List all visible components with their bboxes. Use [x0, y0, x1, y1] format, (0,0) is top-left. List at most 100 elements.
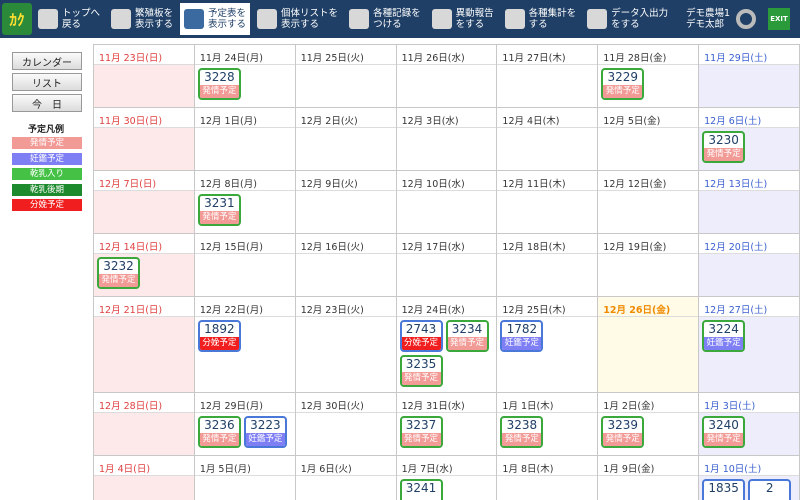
day-cell[interactable]: 12月 27日(土) 3224 妊鑑予定: [699, 297, 800, 392]
day-cell[interactable]: 12月 23日(火): [295, 297, 397, 392]
event[interactable]: 1782 妊鑑予定: [500, 320, 544, 352]
day-cell[interactable]: 11月 25日(火): [295, 45, 397, 107]
event[interactable]: 3229 発情予定: [601, 68, 645, 100]
day-cell[interactable]: 12月 17日(水): [396, 234, 498, 296]
event-list: [497, 128, 597, 133]
event[interactable]: 3228 発情予定: [197, 68, 241, 100]
event-id: 3240: [708, 418, 739, 432]
day-date: 12月 15日(月): [194, 234, 295, 254]
day-cell[interactable]: 1月 5日(月): [194, 456, 296, 500]
event[interactable]: 3224 妊鑑予定: [702, 320, 746, 352]
event[interactable]: 1892 分娩予定: [197, 320, 241, 352]
day-cell[interactable]: 11月 26日(水): [396, 45, 498, 107]
day-cell[interactable]: 12月 13日(土): [699, 171, 800, 233]
event[interactable]: 3240 発情予定: [702, 416, 746, 448]
day-cell[interactable]: 12月 5日(金): [598, 108, 700, 170]
day-date: 12月 28日(日): [94, 393, 194, 413]
event[interactable]: 2: [748, 479, 792, 500]
text-line: トップへ: [62, 8, 101, 19]
day-cell[interactable]: 12月 12日(金): [598, 171, 700, 233]
toolbar-button[interactable]: 異動報告 をする: [428, 3, 498, 35]
day-cell[interactable]: 12月 22日(月) 1892 分娩予定: [194, 297, 296, 392]
text-line: 繁殖板を: [135, 8, 174, 19]
event[interactable]: 3230 発情予定: [702, 131, 746, 163]
event-list: [497, 65, 597, 70]
day-cell[interactable]: 12月 8日(月) 3231 発情予定: [194, 171, 296, 233]
event[interactable]: 3235 発情予定: [399, 355, 443, 387]
view-button[interactable]: リスト: [12, 73, 82, 91]
event-list: [94, 191, 194, 196]
event[interactable]: 3231 発情予定: [197, 194, 241, 226]
day-cell[interactable]: 12月 19日(金): [598, 234, 700, 296]
day-cell[interactable]: 1月 3日(土) 3240 発情予定: [699, 393, 800, 455]
day-cell[interactable]: 1月 6日(火): [295, 456, 397, 500]
day-cell[interactable]: 12月 21日(日): [94, 297, 195, 392]
day-cell[interactable]: 12月 3日(水): [396, 108, 498, 170]
day-date: 12月 13日(土): [699, 171, 799, 191]
day-cell[interactable]: 12月 20日(土): [699, 234, 800, 296]
day-cell[interactable]: 12月 31日(水) 3237 発情予定: [396, 393, 498, 455]
day-date: 12月 9日(火): [295, 171, 396, 191]
day-cell[interactable]: 1月 9日(金): [598, 456, 700, 500]
day-cell[interactable]: 12月 14日(日) 3232 発情予定: [94, 234, 195, 296]
event-list: 3231 発情予定: [195, 191, 295, 231]
day-cell[interactable]: 1月 4日(日): [94, 456, 195, 500]
day-cell[interactable]: 12月 1日(月): [194, 108, 296, 170]
toolbar-button[interactable]: トップへ 戻る: [34, 3, 104, 35]
event[interactable]: 3223 妊鑑予定: [243, 416, 287, 448]
day-cell[interactable]: 1月 1日(木) 3238 発情予定: [497, 393, 599, 455]
day-cell[interactable]: 12月 9日(火): [295, 171, 397, 233]
day-cell[interactable]: 1月 10日(土) 1835 2: [699, 456, 800, 500]
day-cell[interactable]: 1月 8日(木): [497, 456, 599, 500]
event[interactable]: 3239 発情予定: [601, 416, 645, 448]
day-cell[interactable]: 12月 2日(火): [295, 108, 397, 170]
toolbar-button[interactable]: 予定表を 表示する: [180, 3, 251, 35]
day-cell[interactable]: 12月 29日(月) 3236 発情予定 3223 妊鑑予定: [194, 393, 296, 455]
toolbar-button[interactable]: 各種記録を つける: [345, 3, 425, 35]
day-cell[interactable]: 12月 15日(月): [194, 234, 296, 296]
day-date: 1月 3日(土): [699, 393, 799, 413]
event[interactable]: 1835: [702, 479, 746, 500]
toolbar-button[interactable]: 各種集計を する: [501, 3, 581, 35]
day-cell[interactable]: 12月 16日(火): [295, 234, 397, 296]
day-cell[interactable]: 12月 6日(土) 3230 発情予定: [699, 108, 800, 170]
day-cell[interactable]: 12月 28日(日): [94, 393, 195, 455]
day-cell[interactable]: 11月 30日(日): [94, 108, 195, 170]
day-cell[interactable]: 11月 27日(木): [497, 45, 599, 107]
day-cell[interactable]: 1月 7日(水) 3241: [396, 456, 498, 500]
event[interactable]: 3234 発情予定: [445, 320, 489, 352]
day-cell[interactable]: 1月 2日(金) 3239 発情予定: [598, 393, 700, 455]
event[interactable]: 3241: [399, 479, 443, 500]
event-label: 妊鑑予定: [502, 337, 542, 350]
button-text: 異動報告 をする: [456, 8, 494, 30]
event[interactable]: 2743 分娩予定: [399, 320, 443, 352]
day-cell[interactable]: 12月 11日(木): [497, 171, 599, 233]
logo[interactable]: ｶｸ: [2, 3, 32, 35]
day-cell[interactable]: 12月 10日(水): [396, 171, 498, 233]
day-cell[interactable]: 12月 24日(水) 2743 分娩予定 3234 発情予定 3235 発情予定: [396, 297, 498, 392]
event[interactable]: 3237 発情予定: [399, 416, 443, 448]
view-button[interactable]: 今 日: [12, 94, 82, 112]
toolbar-button[interactable]: データ入出力 をする: [583, 3, 672, 35]
settings-icon[interactable]: [736, 9, 756, 29]
day-cell[interactable]: 12月 18日(木): [497, 234, 599, 296]
day-cell[interactable]: 12月 25日(木) 1782 妊鑑予定: [497, 297, 599, 392]
event[interactable]: 3236 発情予定: [197, 416, 241, 448]
exit-button[interactable]: EXIT: [768, 8, 790, 30]
day-cell[interactable]: 11月 28日(金) 3229 発情予定: [598, 45, 700, 107]
view-button[interactable]: カレンダー: [12, 52, 82, 70]
day-cell[interactable]: 11月 24日(月) 3228 発情予定: [194, 45, 296, 107]
day-cell[interactable]: 11月 23日(日): [94, 45, 195, 107]
toolbar-button[interactable]: 繁殖板を 表示する: [107, 3, 177, 35]
day-date: 12月 26日(金): [598, 297, 699, 317]
toolbar-button[interactable]: 個体リストを 表示する: [253, 3, 342, 35]
day-cell[interactable]: 12月 4日(木): [497, 108, 599, 170]
event-id: 3237: [405, 418, 437, 432]
day-cell[interactable]: 11月 29日(土): [699, 45, 800, 107]
event[interactable]: 3238 発情予定: [500, 416, 544, 448]
day-cell[interactable]: 12月 7日(日): [94, 171, 195, 233]
day-date: 12月 11日(木): [497, 171, 598, 191]
event[interactable]: 3232 発情予定: [97, 257, 140, 289]
day-cell[interactable]: 12月 26日(金): [598, 297, 700, 392]
day-cell[interactable]: 12月 30日(火): [295, 393, 397, 455]
